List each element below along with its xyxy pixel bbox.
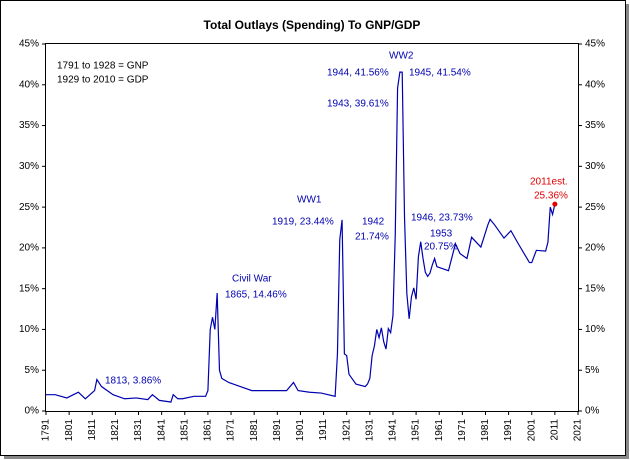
x-tick-label: 1921 [341, 419, 352, 442]
y-tick-label: 25% [19, 202, 39, 213]
y2-tick-label: 0% [585, 406, 600, 417]
x-tick-label: 1951 [411, 419, 422, 442]
y2-tick-label: 45% [585, 39, 605, 50]
x-tick-label: 1961 [434, 419, 445, 442]
y-tick-label: 0% [25, 406, 40, 417]
annotation: 1944, 41.56% [327, 68, 389, 79]
x-tick-label: 1911 [318, 419, 329, 441]
plot-area [45, 43, 579, 412]
x-tick-label: 1901 [295, 419, 306, 442]
x-tick-label: 1971 [457, 419, 468, 442]
annotation: WW2 [389, 51, 414, 62]
y2-tick-label: 20% [585, 243, 605, 254]
annotation: 1813, 3.86% [105, 376, 161, 387]
y-tick-label: 30% [19, 161, 39, 172]
x-tick-label: 1811 [87, 419, 98, 441]
x-tick-label: 1991 [503, 419, 514, 442]
annotation: 1929 to 2010 = GDP [57, 75, 149, 86]
annotation: 25.36% [534, 191, 568, 202]
annotation: 1953 [430, 229, 453, 240]
annotation: Civil War [232, 274, 272, 285]
y2-tick-label: 15% [585, 283, 605, 294]
x-tick-label: 1871 [226, 419, 237, 442]
annotation: 1865, 14.46% [225, 290, 287, 301]
annotation: 2011est. [530, 177, 568, 188]
y2-tick-label: 5% [585, 365, 600, 376]
x-tick-label: 1841 [156, 419, 167, 442]
x-tick-label: 2021 [573, 419, 584, 442]
y2-tick-label: 30% [585, 161, 605, 172]
x-tick-label: 1851 [179, 419, 190, 442]
x-tick-label: 1981 [480, 419, 491, 442]
x-tick-label: 1821 [110, 419, 121, 442]
y-tick-label: 35% [19, 120, 39, 131]
y2-tick-label: 40% [585, 79, 605, 90]
y2-tick-label: 35% [585, 120, 605, 131]
x-tick-label: 1861 [203, 419, 214, 442]
annotation: 21.74% [355, 232, 389, 243]
x-tick-label: 1801 [64, 419, 75, 442]
x-tick-label: 1891 [272, 419, 283, 442]
y-tick-label: 20% [19, 243, 39, 254]
x-tick-label: 2001 [526, 419, 537, 442]
y2-tick-label: 25% [585, 202, 605, 213]
annotation: 1942 [362, 217, 385, 228]
y-tick-label: 40% [19, 79, 39, 90]
x-tick-label: 1941 [388, 419, 399, 442]
annotation: 1943, 39.61% [327, 99, 389, 110]
annotation: 20.75% [424, 242, 458, 253]
y-tick-label: 15% [19, 283, 39, 294]
x-tick-label: 2011 [550, 419, 561, 441]
y2-tick-label: 10% [585, 324, 605, 335]
y-tick-label: 10% [19, 324, 39, 335]
annotation: 1946, 23.73% [411, 213, 473, 224]
endpoint-marker [552, 201, 558, 207]
y-tick-label: 5% [25, 365, 40, 376]
annotation: 1791 to 1928 = GNP [57, 61, 149, 72]
annotation: 1919, 23.44% [272, 217, 334, 228]
chart-title: Total Outlays (Spending) To GNP/GDP [204, 18, 421, 32]
annotation: 1945, 41.54% [409, 68, 471, 79]
x-tick-label: 1831 [133, 419, 144, 442]
x-tick-label: 1791 [41, 419, 52, 442]
y-tick-label: 45% [19, 39, 39, 50]
line-series [46, 71, 556, 403]
x-tick-label: 1881 [249, 419, 260, 442]
x-tick-label: 1931 [364, 419, 375, 442]
annotation: WW1 [297, 195, 322, 206]
